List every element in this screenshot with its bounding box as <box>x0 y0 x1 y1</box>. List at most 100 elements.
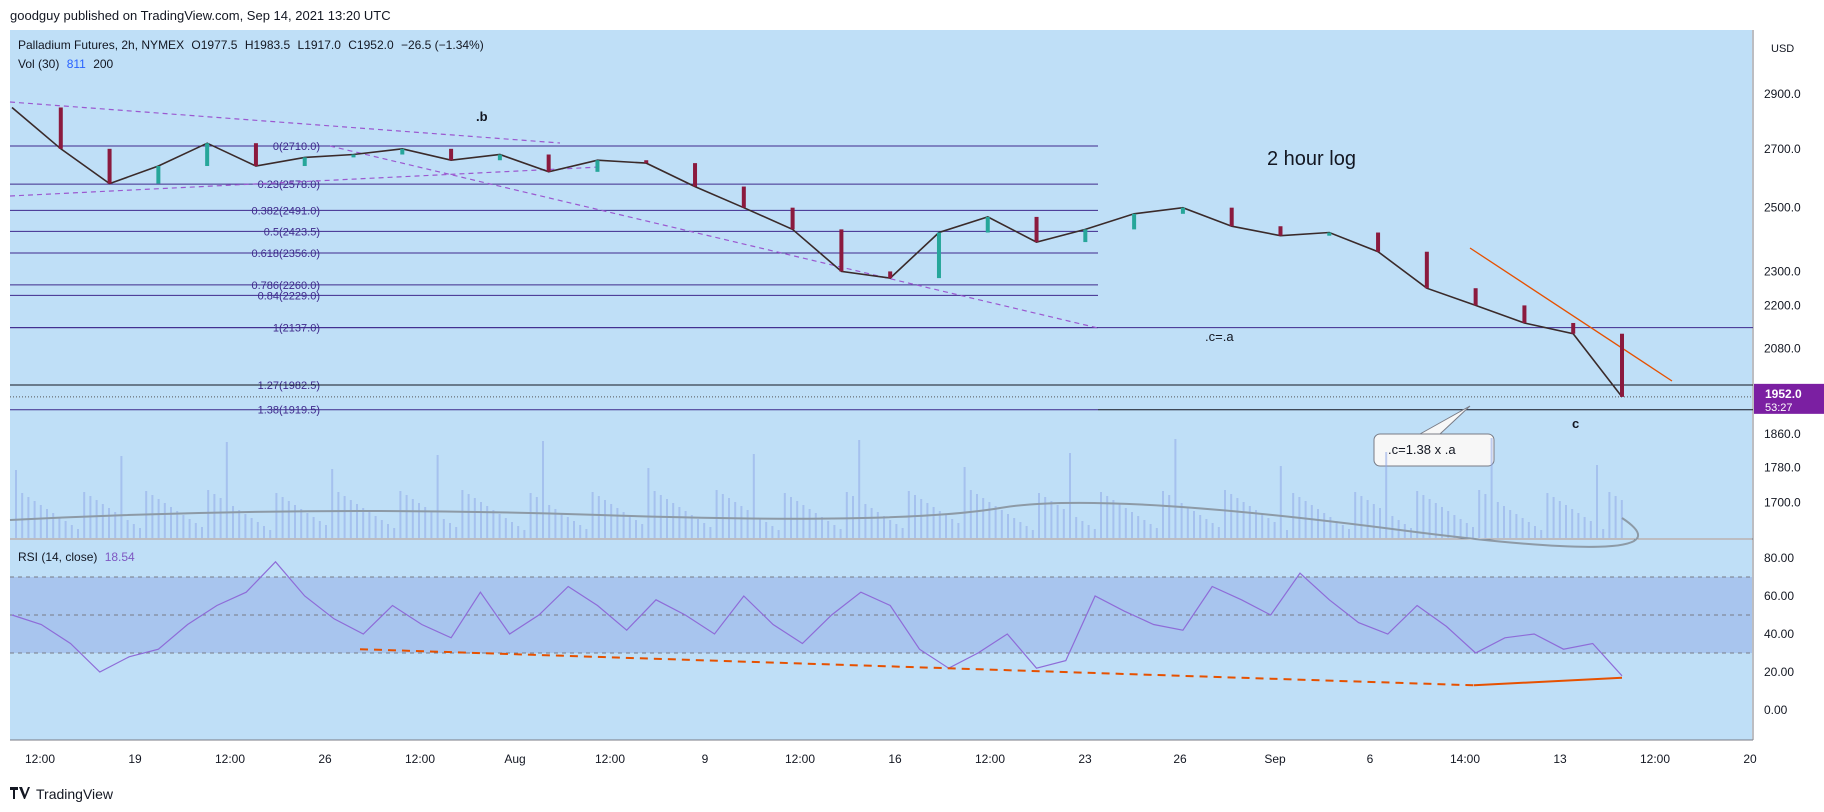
legend-rsi-label: RSI (14, close) <box>18 550 98 564</box>
volume-bar <box>1484 494 1487 538</box>
price-candle <box>839 229 844 272</box>
orange-downtrend <box>1469 247 1673 382</box>
volume-bar <box>95 500 98 538</box>
footer-brand[interactable]: TradingView <box>36 786 114 802</box>
volume-bar <box>108 508 110 538</box>
volume-bar <box>845 492 848 538</box>
volume-bar <box>163 503 166 538</box>
volume-bar <box>641 524 644 538</box>
volume-bar <box>411 499 414 538</box>
volume-bar <box>604 500 606 538</box>
price-candle <box>546 154 551 172</box>
price-candle <box>1034 216 1039 243</box>
volume-bar <box>455 527 458 538</box>
volume-bar <box>1007 514 1009 538</box>
volume-bar <box>281 497 284 538</box>
volume-bar <box>1465 523 1468 538</box>
volume-bar <box>1428 499 1431 538</box>
volume-bar <box>678 507 681 538</box>
fib-level-label: 0.786(2260.0) <box>252 280 321 292</box>
y-axis-unit: USD <box>1771 43 1794 55</box>
rsi-divergence-dashed <box>359 648 1475 687</box>
volume-bar <box>566 517 569 538</box>
annotation-c: c <box>1572 416 1579 431</box>
tradingview-logo-icon[interactable] <box>10 786 30 802</box>
volume-bar <box>777 530 780 538</box>
price-candle <box>253 143 258 167</box>
last-price-countdown: 53:27 <box>1765 402 1793 414</box>
x-axis-tick-label: 19 <box>128 752 142 766</box>
volume-bar <box>1155 528 1158 538</box>
volume-bar <box>1348 529 1350 538</box>
volume-bar <box>213 494 216 538</box>
volume-bar <box>1081 521 1084 538</box>
volume-bar <box>182 515 185 538</box>
x-axis-tick-label: 9 <box>702 752 709 766</box>
volume-bar <box>907 491 910 538</box>
fib-level-label: 0.23(2578.0) <box>258 179 320 191</box>
volume-bar <box>1031 530 1034 538</box>
volume-bar <box>1447 511 1450 538</box>
volume-bar <box>1062 509 1065 538</box>
volume-bar <box>982 498 985 538</box>
volume-bar <box>219 498 222 538</box>
x-axis-tick-label: 26 <box>318 752 332 766</box>
price-series-line <box>11 106 1623 398</box>
volume-bar <box>1211 523 1214 538</box>
volume-bar <box>1050 501 1053 538</box>
volume-bar <box>337 492 340 538</box>
volume-bar <box>405 495 408 538</box>
volume-bar <box>945 515 947 538</box>
fib-level-label: 0.618(2356.0) <box>252 248 321 260</box>
volume-bar <box>870 508 873 538</box>
price-candle <box>1327 232 1332 236</box>
volume-bar <box>126 520 129 538</box>
volume-bar <box>430 511 433 538</box>
volume-bar <box>1496 502 1499 538</box>
volume-bar <box>318 521 321 538</box>
legend-close: C1952.0 <box>348 38 394 52</box>
y-axis-tick-label: 1780.0 <box>1764 460 1801 474</box>
volume-bar <box>132 524 135 538</box>
volume-bar <box>771 526 774 538</box>
price-candle <box>205 143 210 167</box>
volume-bar <box>858 440 861 538</box>
footer: TradingView <box>10 786 113 802</box>
volume-bar <box>1360 496 1363 538</box>
fib-level-label: 0.382(2491.0) <box>252 205 321 217</box>
volume-bar <box>697 519 699 538</box>
volume-bar <box>821 517 823 538</box>
volume-bar <box>194 523 197 538</box>
volume-bar <box>1248 506 1251 538</box>
volume-bar <box>1596 465 1598 538</box>
volume-bar <box>1217 527 1220 538</box>
volume-bar <box>151 495 154 538</box>
price-candle <box>1473 288 1478 306</box>
y-axis-tick-label: 1700.0 <box>1764 496 1801 510</box>
rsi-axis-tick-label: 0.00 <box>1764 703 1788 717</box>
volume-bar <box>523 530 526 538</box>
volume-bar <box>1013 518 1016 538</box>
y-axis-tick-label: 2200.0 <box>1764 298 1801 312</box>
price-candle <box>790 207 795 230</box>
price-candle <box>400 148 405 155</box>
annotation-callout-text: .c=1.38 x .a <box>1388 442 1456 457</box>
volume-bar <box>393 528 396 538</box>
volume-bar <box>83 492 86 538</box>
volume-bar <box>1273 522 1276 538</box>
x-axis-tick-label: 20 <box>1743 752 1757 766</box>
price-chart[interactable]: USD 2900.0 2700.0 2500.0 2300.0 2200.0 2080.0 1… <box>0 0 1824 780</box>
volume-bar <box>628 516 631 538</box>
price-candle <box>595 160 600 172</box>
volume-bar <box>833 525 836 538</box>
price-candle <box>936 232 941 279</box>
volume-bar <box>1515 514 1518 538</box>
volume-bar <box>746 510 749 538</box>
price-candle <box>1522 305 1527 323</box>
annotation-b: .b <box>476 109 488 124</box>
volume-bar <box>1118 504 1121 538</box>
x-axis-tick-label: 12:00 <box>1640 752 1670 766</box>
x-axis-tick-label: 12:00 <box>595 752 625 766</box>
x-axis-tick-label: 12:00 <box>975 752 1005 766</box>
volume-bar <box>1335 521 1338 538</box>
